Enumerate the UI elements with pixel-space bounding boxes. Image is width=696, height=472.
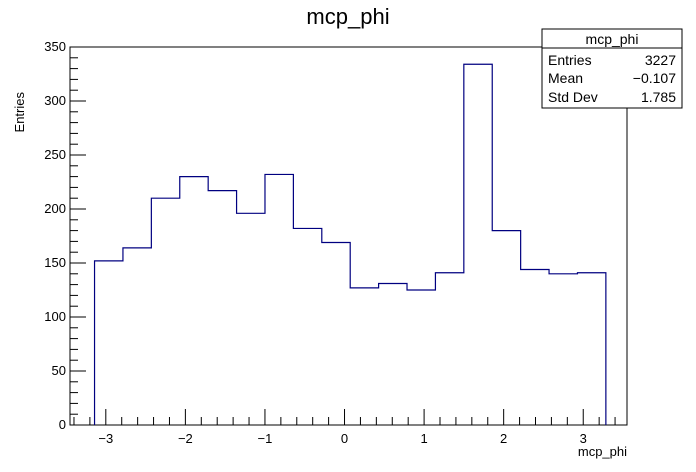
y-tick-label: 150 — [44, 255, 66, 270]
y-axis-title: Entries — [12, 92, 27, 133]
histogram-bin — [208, 191, 236, 425]
histogram-line — [93, 63, 607, 425]
histogram-bin — [464, 64, 492, 425]
y-tick-label: 250 — [44, 147, 66, 162]
histogram-bin — [407, 290, 435, 425]
histogram-bin — [379, 284, 407, 425]
histogram-bin — [237, 213, 265, 425]
y-tick-label: 100 — [44, 309, 66, 324]
plot-frame — [69, 46, 628, 426]
histogram-bin — [293, 228, 321, 425]
x-tick-label: −1 — [258, 431, 273, 446]
y-axis: 0 50 100 150 200 250 300 350 — [44, 39, 86, 432]
histogram-bin — [322, 242, 350, 425]
histogram-bin — [521, 269, 549, 425]
stats-stddev-label: Std Dev — [548, 89, 598, 105]
histogram-bin — [123, 248, 151, 425]
y-tick-label: 0 — [59, 417, 66, 432]
x-tick-label: 0 — [341, 431, 348, 446]
x-tick-label: 3 — [580, 431, 587, 446]
x-tick-label: −2 — [178, 431, 193, 446]
stats-box-title: mcp_phi — [586, 31, 639, 47]
chart-title: mcp_phi — [306, 4, 389, 29]
x-axis: −3 −2 −1 0 1 2 3 — [73, 409, 616, 446]
histogram-bin — [492, 231, 520, 425]
histogram-bin — [95, 261, 123, 425]
histogram-bin — [151, 198, 179, 425]
stats-box-frame — [541, 28, 683, 109]
stats-box: mcp_phi Entries 3227 Mean −0.107 Std Dev… — [541, 28, 683, 109]
stats-entries-value: 3227 — [645, 52, 676, 68]
x-tick-label: 2 — [500, 431, 507, 446]
histogram-bin — [180, 177, 208, 425]
y-tick-label: 200 — [44, 201, 66, 216]
x-tick-label: −3 — [98, 431, 113, 446]
y-tick-label: 300 — [44, 93, 66, 108]
stats-entries-label: Entries — [548, 52, 592, 68]
y-tick-label: 350 — [44, 39, 66, 54]
x-tick-label: 1 — [420, 431, 427, 446]
histogram-bin — [265, 174, 293, 425]
histogram-bin — [435, 273, 463, 425]
histogram-bin — [549, 274, 577, 425]
stats-mean-label: Mean — [548, 70, 583, 86]
x-axis-title: mcp_phi — [578, 444, 627, 459]
histogram-bin — [350, 288, 378, 425]
stats-stddev-value: 1.785 — [641, 89, 676, 105]
histogram-bin — [577, 273, 605, 425]
stats-mean-value: −0.107 — [633, 70, 676, 86]
y-tick-label: 50 — [52, 363, 66, 378]
histogram-bins — [95, 64, 606, 425]
